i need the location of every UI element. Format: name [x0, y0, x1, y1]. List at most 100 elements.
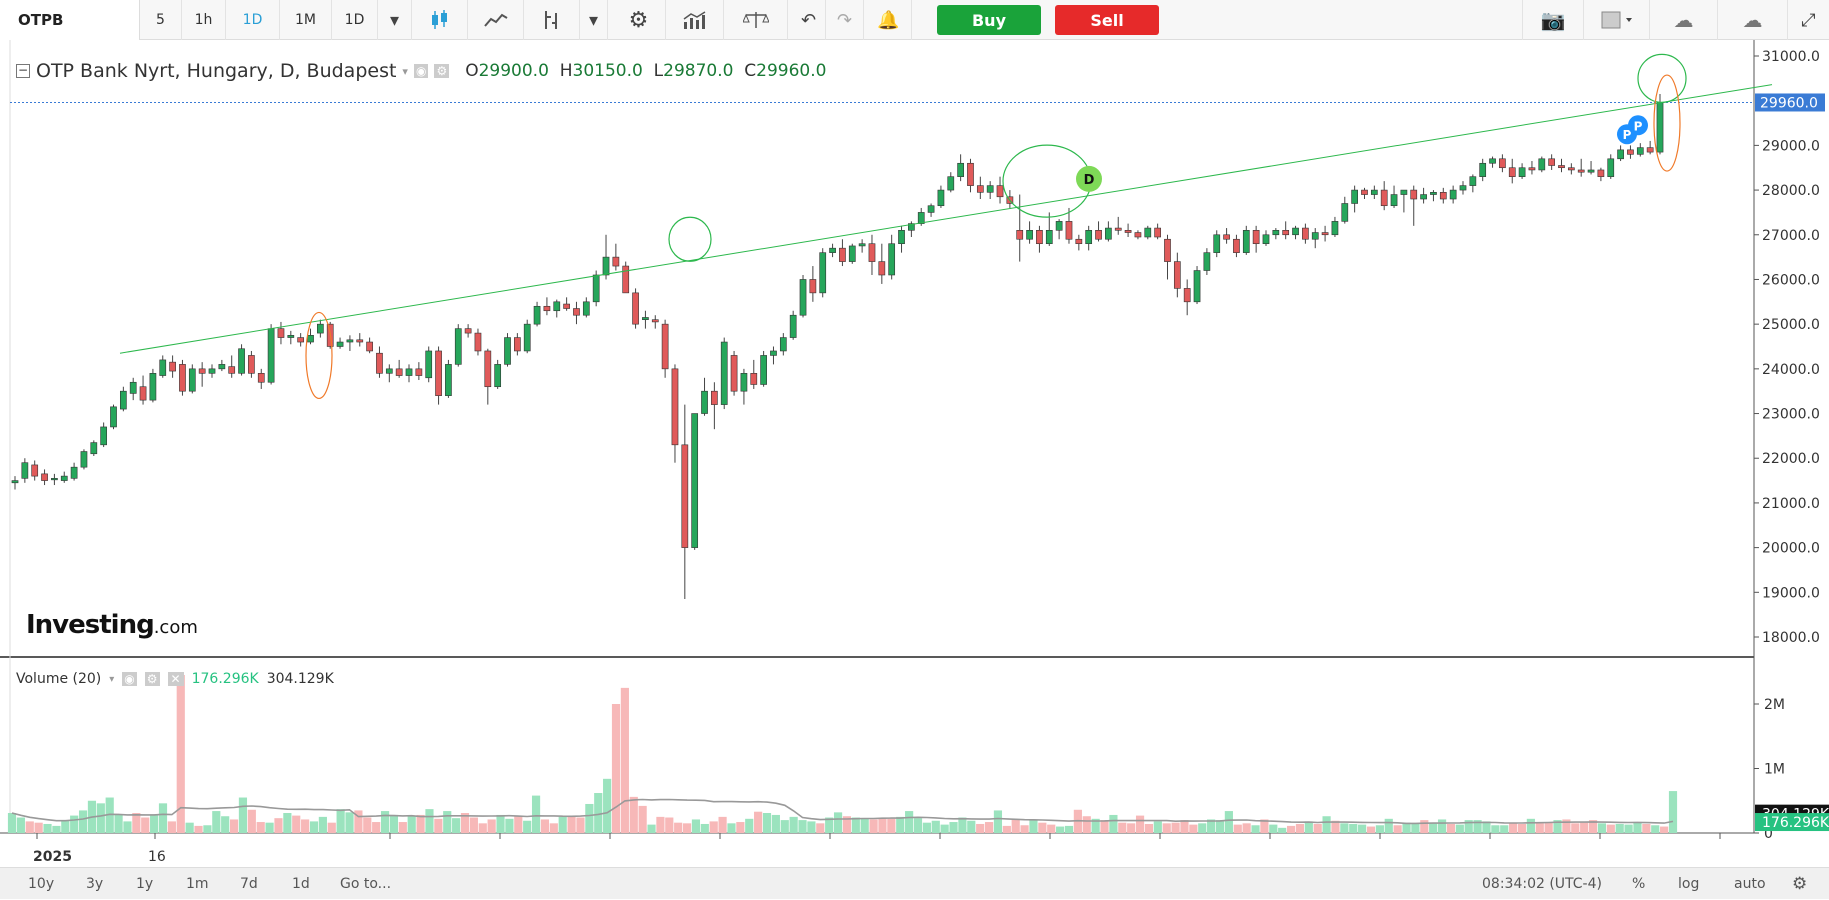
- candlestick-chart[interactable]: 31000.0 29000.0 28000.0 27000.0 26000.0 25000…: [0, 40, 1829, 867]
- candle-body: [1095, 230, 1102, 240]
- volume-bar: [96, 803, 105, 833]
- candle-body: [1134, 232, 1142, 238]
- cloud-upload-icon[interactable]: ☁: [1718, 0, 1788, 40]
- candle-body: [848, 245, 856, 262]
- studies-icon[interactable]: [666, 0, 724, 40]
- volume-bar: [1482, 821, 1491, 833]
- candle-body: [1331, 221, 1339, 236]
- volume-bar: [158, 803, 168, 833]
- sell-button[interactable]: Sell: [1055, 5, 1159, 35]
- candle-body: [218, 364, 226, 370]
- compare-scale-icon[interactable]: [724, 0, 788, 40]
- log-toggle[interactable]: log: [1678, 876, 1700, 892]
- range-1y[interactable]: 1y: [136, 876, 154, 892]
- interval-5[interactable]: 5: [140, 0, 182, 40]
- chart-type-dropdown-icon[interactable]: ▾: [580, 0, 608, 40]
- volume-bar: [1171, 822, 1180, 833]
- volume-close-icon[interactable]: ✕: [167, 672, 184, 686]
- interval-1d[interactable]: 1D: [226, 0, 280, 40]
- cloud-download-icon[interactable]: ☁: [1650, 0, 1718, 40]
- bottom-settings-gear-icon[interactable]: ⚙: [1792, 874, 1808, 894]
- volume-bar: [309, 821, 319, 833]
- candle-body: [1242, 230, 1250, 253]
- volume-bar: [327, 822, 336, 833]
- volume-bar: [1517, 823, 1527, 833]
- candle-body: [760, 355, 767, 385]
- volume-bar: [1118, 822, 1127, 833]
- volume-bar: [1597, 823, 1607, 833]
- interval-1h[interactable]: 1h: [182, 0, 226, 40]
- buy-button[interactable]: Buy: [937, 5, 1041, 35]
- candle-body: [1370, 189, 1378, 195]
- interval-dropdown-icon[interactable]: ▾: [378, 0, 412, 40]
- price-tick-label: 21000.0: [1762, 496, 1820, 512]
- volume-bar: [1402, 822, 1411, 833]
- volume-bar: [1624, 824, 1633, 833]
- interval-1m[interactable]: 1M: [280, 0, 332, 40]
- symbol-input[interactable]: OTPB: [0, 0, 140, 40]
- alert-bell-icon[interactable]: 🔔: [866, 0, 912, 40]
- candle-body: [533, 305, 541, 325]
- candle-body: [11, 480, 19, 484]
- price-legend: − OTP Bank Nyrt, Hungary, D, Budapest ▾ …: [16, 60, 826, 82]
- settings-gear-icon[interactable]: ⚙: [612, 0, 666, 40]
- candle-body: [681, 444, 689, 548]
- candle-body: [1164, 238, 1171, 262]
- volume-bar: [1366, 826, 1376, 833]
- line-chart-icon[interactable]: [468, 0, 524, 40]
- goto-date[interactable]: Go to...: [340, 876, 392, 892]
- candle-body: [208, 368, 216, 374]
- chart-area[interactable]: 31000.0 29000.0 28000.0 27000.0 26000.0 25000…: [0, 40, 1829, 867]
- volume-bar: [789, 816, 798, 833]
- volume-bar: [132, 813, 141, 833]
- volume-bar: [380, 811, 390, 833]
- range-1d[interactable]: 1d: [292, 876, 310, 892]
- candle-body: [661, 323, 669, 370]
- volume-bar: [825, 817, 834, 833]
- volume-bar: [1384, 818, 1393, 833]
- auto-toggle[interactable]: auto: [1734, 876, 1766, 892]
- redo-icon[interactable]: ↷: [826, 0, 864, 40]
- interval-select[interactable]: 1D: [332, 0, 378, 40]
- undo-icon[interactable]: ↶: [792, 0, 826, 40]
- volume-bar: [434, 818, 443, 833]
- candle-body: [1036, 230, 1043, 245]
- volume-gear-icon[interactable]: ⚙: [144, 672, 160, 686]
- indicators-icon[interactable]: [524, 0, 580, 40]
- color-picker-icon[interactable]: [1584, 0, 1650, 40]
- range-10y[interactable]: 10y: [28, 876, 55, 892]
- bottom-bar: 10y 3y 1y 1m 7d 1d Go to... 08:34:02 (UT…: [0, 867, 1829, 899]
- camera-icon[interactable]: 📷: [1522, 0, 1584, 40]
- range-3y[interactable]: 3y: [86, 876, 104, 892]
- percent-toggle[interactable]: %: [1632, 876, 1646, 892]
- candle-body: [671, 368, 679, 446]
- candle-body: [642, 317, 649, 320]
- volume-bar: [984, 822, 994, 833]
- gear-icon[interactable]: ⚙: [434, 64, 450, 78]
- candle-body: [582, 301, 590, 316]
- candle-body: [494, 364, 502, 388]
- volume-bar: [629, 796, 638, 833]
- volume-bar: [1322, 816, 1331, 833]
- fullscreen-icon[interactable]: ⤢: [1801, 9, 1816, 31]
- collapse-icon[interactable]: −: [16, 63, 30, 78]
- volume-bar: [1349, 823, 1358, 833]
- dividend-marker-label: D: [1084, 173, 1095, 188]
- volume-bar: [1207, 819, 1216, 833]
- candle-body: [336, 341, 344, 347]
- volume-bar: [7, 813, 17, 833]
- range-7d[interactable]: 7d: [240, 876, 258, 892]
- eye-icon[interactable]: ◉: [413, 64, 429, 78]
- volume-bar: [203, 825, 212, 833]
- volume-bar: [1375, 825, 1384, 833]
- volume-dropdown-icon[interactable]: ▾: [109, 673, 115, 685]
- volume-bar: [1509, 822, 1518, 833]
- range-1m[interactable]: 1m: [186, 876, 209, 892]
- volume-bar: [1029, 820, 1038, 833]
- volume-bar: [718, 816, 727, 833]
- volume-eye-icon[interactable]: ◉: [122, 672, 137, 686]
- candles-icon[interactable]: [412, 0, 468, 40]
- legend-dropdown-icon[interactable]: ▾: [402, 64, 408, 78]
- volume-bar: [318, 816, 327, 833]
- candle-body: [149, 373, 157, 401]
